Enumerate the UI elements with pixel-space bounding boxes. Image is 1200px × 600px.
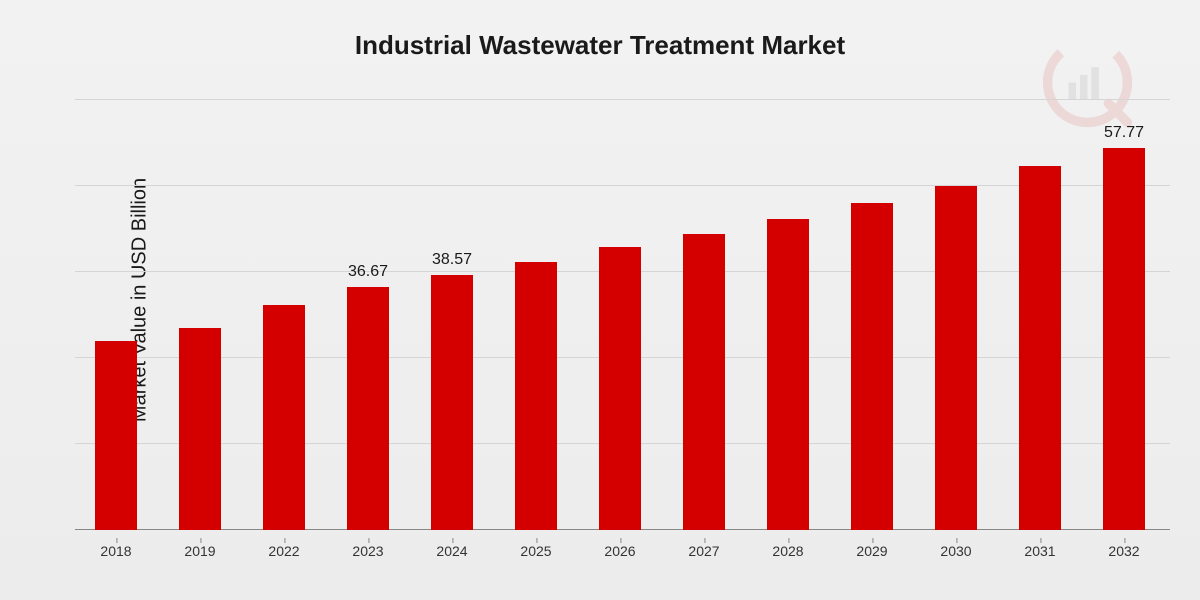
bar [431,275,473,530]
tick-mark [1040,538,1041,543]
x-tick: 2024 [436,543,467,559]
x-axis: 2018 2019 2022 2023 2024 2025 2026 2027 2028 2029… [75,535,1170,575]
bar-value-label: 36.67 [348,263,388,281]
x-tick: 2029 [856,543,887,559]
bar [935,186,977,530]
tick-mark [956,538,957,543]
x-tick: 2028 [772,543,803,559]
bar [515,262,557,530]
x-tick: 2025 [520,543,551,559]
bar [347,287,389,530]
tick-mark [872,538,873,543]
chart-title: Industrial Wastewater Treatment Market [0,30,1200,61]
tick-mark [788,538,789,543]
x-tick: 2030 [940,543,971,559]
tick-mark [368,538,369,543]
x-tick: 2022 [268,543,299,559]
x-tick: 2019 [184,543,215,559]
bar [1103,148,1145,530]
tick-mark [200,538,201,543]
x-tick: 2027 [688,543,719,559]
tick-mark [1124,538,1125,543]
x-tick: 2018 [100,543,131,559]
x-tick: 2026 [604,543,635,559]
bar [683,234,725,530]
bar-value-label: 57.77 [1104,124,1144,142]
plot-area: 36.67 38.57 57.77 [75,100,1170,530]
bar [599,247,641,530]
tick-mark [284,538,285,543]
x-tick: 2023 [352,543,383,559]
bar [263,305,305,530]
tick-mark [704,538,705,543]
tick-mark [116,538,117,543]
tick-mark [620,538,621,543]
bar [767,219,809,530]
bar-value-label: 38.57 [432,251,472,269]
grid-line [75,185,1170,186]
grid-line [75,99,1170,100]
tick-mark [452,538,453,543]
x-tick: 2032 [1108,543,1139,559]
bar [851,203,893,530]
bar [1019,166,1061,530]
bar [179,328,221,530]
bar [95,341,137,530]
tick-mark [536,538,537,543]
x-tick: 2031 [1024,543,1055,559]
